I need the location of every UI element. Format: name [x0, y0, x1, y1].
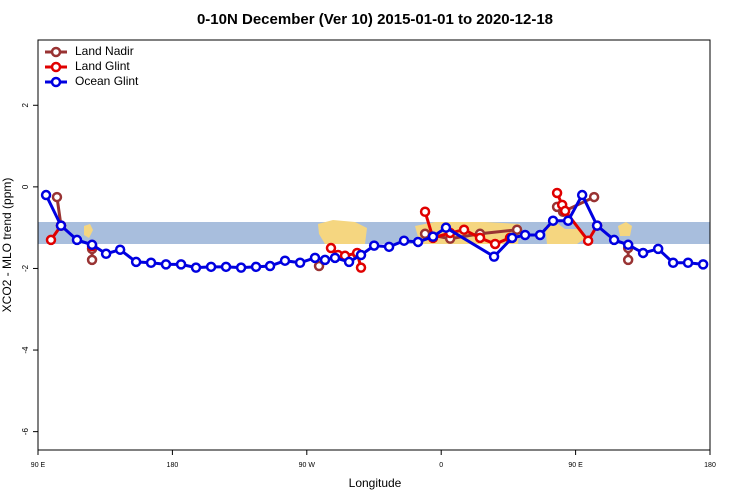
y-tick-label: 0 [21, 184, 30, 189]
land [545, 223, 587, 244]
series-line [55, 195, 630, 260]
data-point [40, 189, 52, 201]
data-point [325, 242, 337, 254]
data-point [160, 259, 172, 270]
data-point [355, 262, 367, 273]
data-point [622, 239, 634, 251]
data-point [264, 260, 276, 272]
data-point [697, 259, 709, 270]
data-point [576, 189, 588, 201]
data-point [682, 257, 694, 268]
data-point [622, 254, 634, 266]
x-tick-label: 0 [439, 462, 443, 469]
x-tick-label: 90 E [568, 462, 583, 469]
data-point [427, 231, 439, 242]
data-point [175, 259, 187, 270]
data-point [489, 238, 501, 250]
legend-marker [50, 61, 62, 73]
y-axis-label: XCO2 - MLO trend (ppm) [0, 178, 14, 313]
data-point [551, 187, 563, 199]
legend-label: Ocean Glint [75, 74, 139, 88]
land [618, 222, 632, 236]
data-point [309, 252, 321, 264]
x-axis-label: Longitude [349, 476, 402, 490]
data-point [588, 191, 600, 203]
x-tick-label: 90 E [31, 462, 46, 469]
y-tick-label: 2 [21, 103, 30, 108]
data-point [368, 240, 380, 251]
data-point [511, 224, 523, 235]
data-point [506, 232, 518, 244]
data-point [51, 191, 63, 203]
data-point [343, 256, 355, 268]
data-point [279, 255, 291, 266]
data-point [86, 239, 98, 251]
x-tick-label: 180 [704, 462, 716, 469]
data-point [652, 243, 664, 255]
data-point [534, 229, 546, 241]
data-point [412, 236, 424, 248]
data-point [114, 244, 126, 255]
data-point [547, 215, 559, 226]
data-point [250, 261, 262, 273]
data-point [458, 224, 470, 235]
legend-label: Land Glint [75, 59, 130, 73]
x-tick-label: 90 W [299, 462, 316, 469]
data-point [667, 257, 679, 268]
data-point [55, 220, 67, 231]
data-point [562, 215, 574, 226]
land [318, 220, 367, 244]
data-point [591, 220, 603, 231]
data-point [145, 257, 157, 268]
data-point [100, 248, 112, 260]
data-point [440, 222, 452, 233]
data-point [474, 232, 486, 244]
data-point [205, 261, 217, 273]
data-point [383, 241, 395, 253]
data-point [398, 235, 410, 246]
data-point [313, 260, 325, 272]
y-tick-label: -4 [21, 346, 30, 354]
data-point [582, 235, 594, 246]
data-point [319, 254, 331, 266]
legend-label: Land Nadir [75, 44, 134, 58]
plot-frame [37, 39, 711, 451]
x-tick-label: 180 [167, 462, 179, 469]
data-point [71, 234, 83, 246]
land [84, 224, 93, 238]
data-point [130, 256, 142, 268]
data-point [45, 234, 57, 246]
data-point [519, 229, 531, 241]
data-point [190, 262, 202, 273]
legend-marker [50, 76, 62, 88]
data-point [559, 205, 571, 217]
data-point [637, 247, 649, 259]
chart-title: 0-10N December (Ver 10) 2015-01-01 to 20… [197, 11, 553, 28]
data-point [235, 262, 247, 273]
y-tick-label: -6 [21, 428, 30, 436]
data-point [419, 206, 431, 218]
data-point [355, 249, 367, 261]
data-point [86, 254, 98, 266]
data-point [329, 252, 341, 264]
legend-marker [50, 46, 62, 58]
data-point [488, 251, 500, 262]
y-tick-label: -2 [21, 264, 30, 272]
data-point [220, 261, 232, 273]
data-point [608, 234, 620, 246]
data-point [294, 257, 306, 268]
